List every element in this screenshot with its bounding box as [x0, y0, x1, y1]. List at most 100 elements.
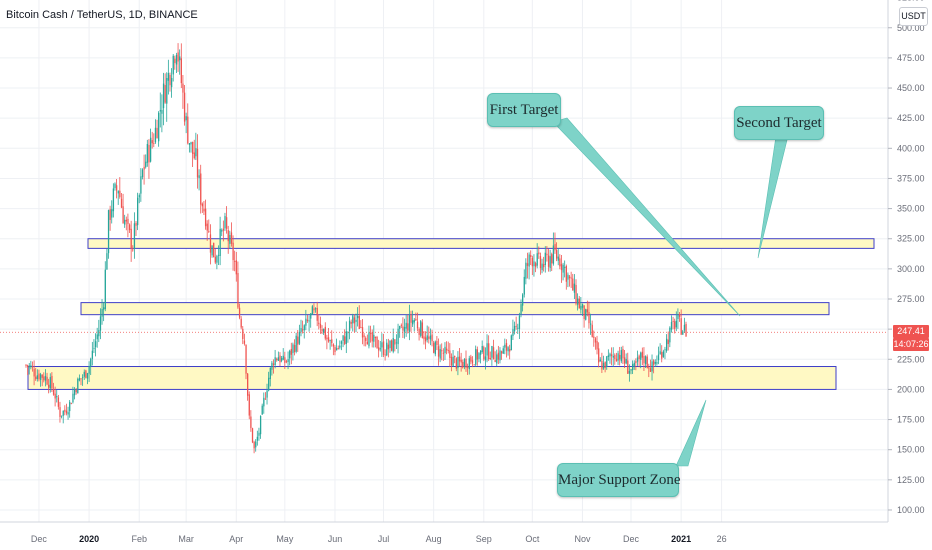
candle-body: [518, 315, 521, 329]
candle-body: [661, 352, 663, 359]
candle-body: [31, 366, 34, 368]
candle-body: [335, 348, 338, 351]
candle-body: [135, 222, 137, 226]
candle-body: [119, 190, 121, 198]
candle-body: [313, 308, 315, 311]
candle-body: [604, 361, 606, 369]
candle-body: [371, 332, 373, 342]
candle-body: [507, 347, 509, 352]
candle-body: [497, 352, 500, 360]
currency-badge[interactable]: USDT: [899, 7, 928, 26]
zones-layer: [27, 238, 875, 390]
candle-body: [60, 415, 63, 417]
candle-body: [499, 350, 501, 361]
y-tick-label: 150.00: [897, 445, 925, 455]
price-axis-bg: [888, 0, 932, 550]
candle-body: [268, 377, 270, 391]
candle-body: [369, 333, 372, 334]
candle-body: [643, 356, 645, 364]
candle-body: [329, 340, 331, 342]
candle-body: [416, 321, 419, 329]
x-tick-label: Apr: [229, 534, 243, 544]
candle-body: [412, 320, 414, 325]
candle-body: [290, 349, 292, 355]
candle-body: [216, 256, 218, 263]
candle-body: [442, 352, 445, 354]
candle-body: [449, 350, 451, 358]
candle-body: [253, 441, 255, 449]
candle-body: [421, 322, 424, 338]
candle-body: [209, 234, 212, 253]
candle-body: [510, 335, 512, 351]
candle-body: [256, 436, 259, 441]
candle-body: [418, 328, 420, 335]
y-tick-label: 425.00: [897, 113, 925, 123]
candle-body: [420, 321, 422, 336]
candle-body: [106, 253, 108, 270]
candle-body: [504, 344, 506, 348]
candle-body: [384, 354, 386, 356]
candle-body: [491, 345, 493, 358]
zone-support-major: [27, 366, 837, 390]
x-tick-label: Dec: [31, 534, 48, 544]
candle-body: [169, 75, 171, 86]
candle-body: [263, 397, 265, 407]
candle-body: [560, 264, 563, 271]
candle-body: [295, 335, 297, 352]
x-tick-label: Aug: [426, 534, 442, 544]
candle-body: [530, 255, 532, 258]
candle-body: [298, 331, 301, 344]
first-target-callout[interactable]: First Target: [487, 93, 561, 127]
candle-body: [166, 77, 168, 104]
second-target-callout[interactable]: Second Target: [734, 106, 824, 140]
y-tick-label: 475.00: [897, 53, 925, 63]
symbol-title: Bitcoin Cash / TetherUS, 1D, BINANCE: [6, 9, 198, 21]
time-axis[interactable]: Dec 2020 Feb Mar Apr May Jun Jul Aug Sep Oct Nov Dec…: [0, 521, 888, 544]
candle-body: [247, 373, 249, 396]
candle-body: [505, 342, 508, 351]
candle-body: [662, 351, 665, 357]
candle-body: [630, 369, 632, 371]
candle-body: [88, 366, 90, 374]
candle-body: [602, 362, 605, 369]
candle-body: [227, 230, 229, 242]
candle-body: [57, 397, 60, 407]
candle-body: [319, 323, 322, 328]
price-axis[interactable]: 100.00125.00150.00175.00200.00225.00250.…: [887, 0, 932, 550]
candle-body: [159, 110, 161, 112]
candle-body: [287, 359, 289, 362]
candle-body: [588, 312, 590, 324]
candle-body: [562, 264, 564, 273]
candle-body: [632, 364, 634, 371]
candle-body: [259, 415, 262, 435]
candle-body: [308, 320, 310, 322]
candle-body: [653, 360, 655, 365]
candle-body: [426, 335, 428, 340]
candle-body: [44, 375, 47, 381]
candle-body: [232, 242, 234, 261]
candle-body: [269, 367, 271, 380]
candle-body: [80, 378, 82, 380]
candle-body: [128, 224, 131, 231]
candle-body: [104, 269, 106, 310]
candle-body: [94, 341, 97, 348]
candle-body: [193, 152, 195, 159]
candle-body: [326, 337, 328, 340]
candle-body: [635, 361, 637, 364]
candle-body: [234, 261, 236, 262]
candle-body: [399, 325, 401, 329]
y-tick-label: 500.00: [897, 23, 925, 33]
candle-body: [59, 407, 61, 417]
candle-body: [211, 245, 213, 256]
candle-body: [636, 357, 639, 362]
major-support-callout[interactable]: Major Support Zone: [557, 463, 680, 497]
candle-body: [67, 412, 69, 415]
candle-body: [164, 85, 166, 103]
candle-body: [240, 318, 242, 328]
candle-body: [90, 358, 92, 367]
candle-body: [183, 92, 186, 122]
candle-body: [534, 263, 537, 267]
candle-body: [675, 320, 677, 328]
candle-body: [544, 252, 546, 266]
